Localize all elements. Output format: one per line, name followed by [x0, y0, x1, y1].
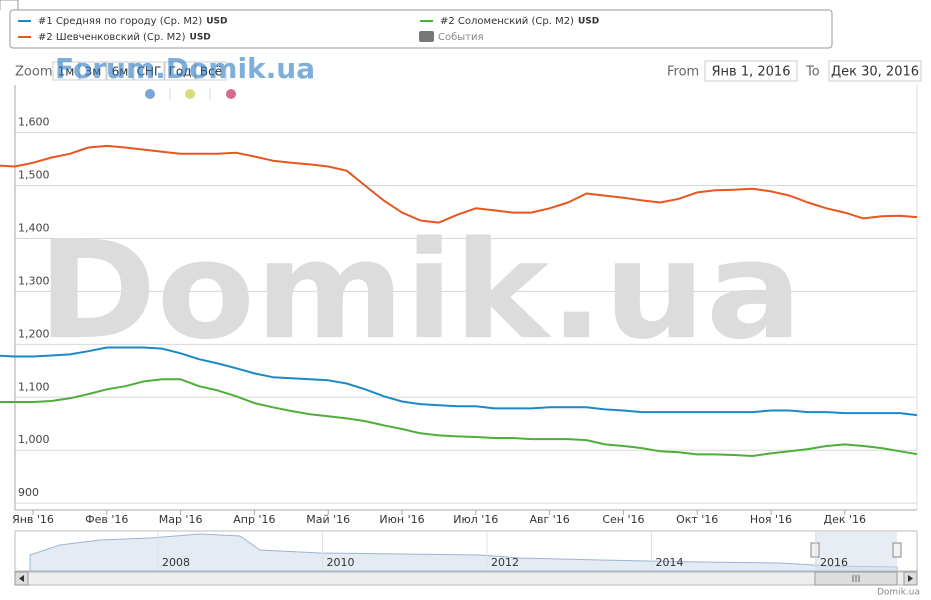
- from-label: From: [667, 65, 699, 80]
- thumb-grip: [852, 575, 860, 582]
- x-tick-label: Сен '16: [602, 513, 644, 526]
- legend-tab: [0, 0, 19, 10]
- x-tick-label: Авг '16: [529, 513, 569, 526]
- series-line: [0, 144, 917, 224]
- flag[interactable]: [185, 89, 195, 99]
- zoom-button[interactable]: [195, 61, 227, 81]
- from-input[interactable]: [704, 60, 798, 82]
- watermark: Domik.ua: [38, 212, 803, 369]
- x-tick-label: Июл '16: [453, 513, 498, 526]
- to-label: To: [805, 65, 820, 80]
- x-tick-label: Мар '16: [159, 513, 203, 526]
- zoom-button[interactable]: [106, 61, 134, 81]
- zoom-button[interactable]: [164, 61, 196, 81]
- y-tick-label: 1,400: [18, 221, 50, 234]
- to-input[interactable]: [828, 60, 922, 82]
- legend-label[interactable]: #2 Соломенский (Ср. М2): [440, 16, 574, 27]
- zoom-button-label[interactable]: 1м: [58, 65, 75, 79]
- legend-unit: USD: [206, 17, 227, 27]
- x-tick-label: Апр '16: [233, 513, 275, 526]
- series-line: [0, 378, 917, 457]
- from-value[interactable]: Янв 1, 2016: [712, 65, 791, 80]
- y-tick-label: 900: [18, 486, 39, 499]
- scrollbar[interactable]: [14, 571, 918, 586]
- zoom-button-label[interactable]: 3м: [85, 65, 102, 79]
- x-tick-label: Янв '16: [12, 513, 54, 526]
- legend-label[interactable]: #2 Шевченковский (Ср. М2): [38, 32, 186, 43]
- series-line: [0, 346, 917, 417]
- to-value[interactable]: Дек 30, 2016: [831, 65, 919, 80]
- y-tick-label: 1,000: [18, 433, 50, 446]
- navigator-tick-label: 2012: [491, 556, 519, 569]
- credit[interactable]: Domik.ua: [877, 588, 920, 598]
- zoom-button-label[interactable]: СНГ: [137, 65, 162, 79]
- events-legend[interactable]: События: [438, 32, 484, 43]
- legend-label[interactable]: #1 Средняя по городу (Ср. М2): [38, 16, 202, 27]
- x-tick-label: Дек '16: [824, 513, 867, 526]
- legend-unit: USD: [578, 17, 599, 27]
- arrow: [908, 575, 913, 582]
- y-tick-label: 1,500: [18, 169, 50, 182]
- zoom-button[interactable]: [133, 61, 165, 81]
- navigator-selection[interactable]: [815, 531, 897, 571]
- y-tick-label: 1,100: [18, 380, 50, 393]
- events-icon[interactable]: [419, 31, 434, 42]
- flag[interactable]: [226, 89, 236, 99]
- x-tick-label: Фев '16: [85, 513, 128, 526]
- navigator-tick-label: 2016: [820, 556, 848, 569]
- zoom-button[interactable]: [52, 61, 80, 81]
- forum-watermark: Forum.Domik.ua: [55, 52, 315, 85]
- navigator-tick-label: 2008: [162, 556, 190, 569]
- arrow: [19, 575, 24, 582]
- x-tick-label: Ноя '16: [750, 513, 792, 526]
- zoom-button-label[interactable]: Год: [169, 65, 192, 79]
- navigator-handle[interactable]: [892, 542, 902, 558]
- y-tick-label: 1,200: [18, 327, 50, 340]
- navigator-tick-label: 2010: [327, 556, 355, 569]
- x-tick-label: Май '16: [306, 513, 350, 526]
- zoom-button-label[interactable]: Всё: [200, 65, 222, 79]
- y-tick-label: 1,600: [18, 116, 50, 129]
- zoom-button-label[interactable]: 6м: [112, 65, 129, 79]
- navigator-tick-label: 2014: [656, 556, 684, 569]
- zoom-label: Zoom: [15, 65, 52, 80]
- y-tick-label: 1,300: [18, 274, 50, 287]
- legend-box: [9, 9, 833, 49]
- zoom-button[interactable]: [79, 61, 107, 81]
- legend-unit: USD: [190, 33, 211, 43]
- x-tick-label: Окт '16: [676, 513, 718, 526]
- navigator-handle[interactable]: [810, 542, 820, 558]
- x-tick-label: Июн '16: [379, 513, 424, 526]
- flag[interactable]: [145, 89, 155, 99]
